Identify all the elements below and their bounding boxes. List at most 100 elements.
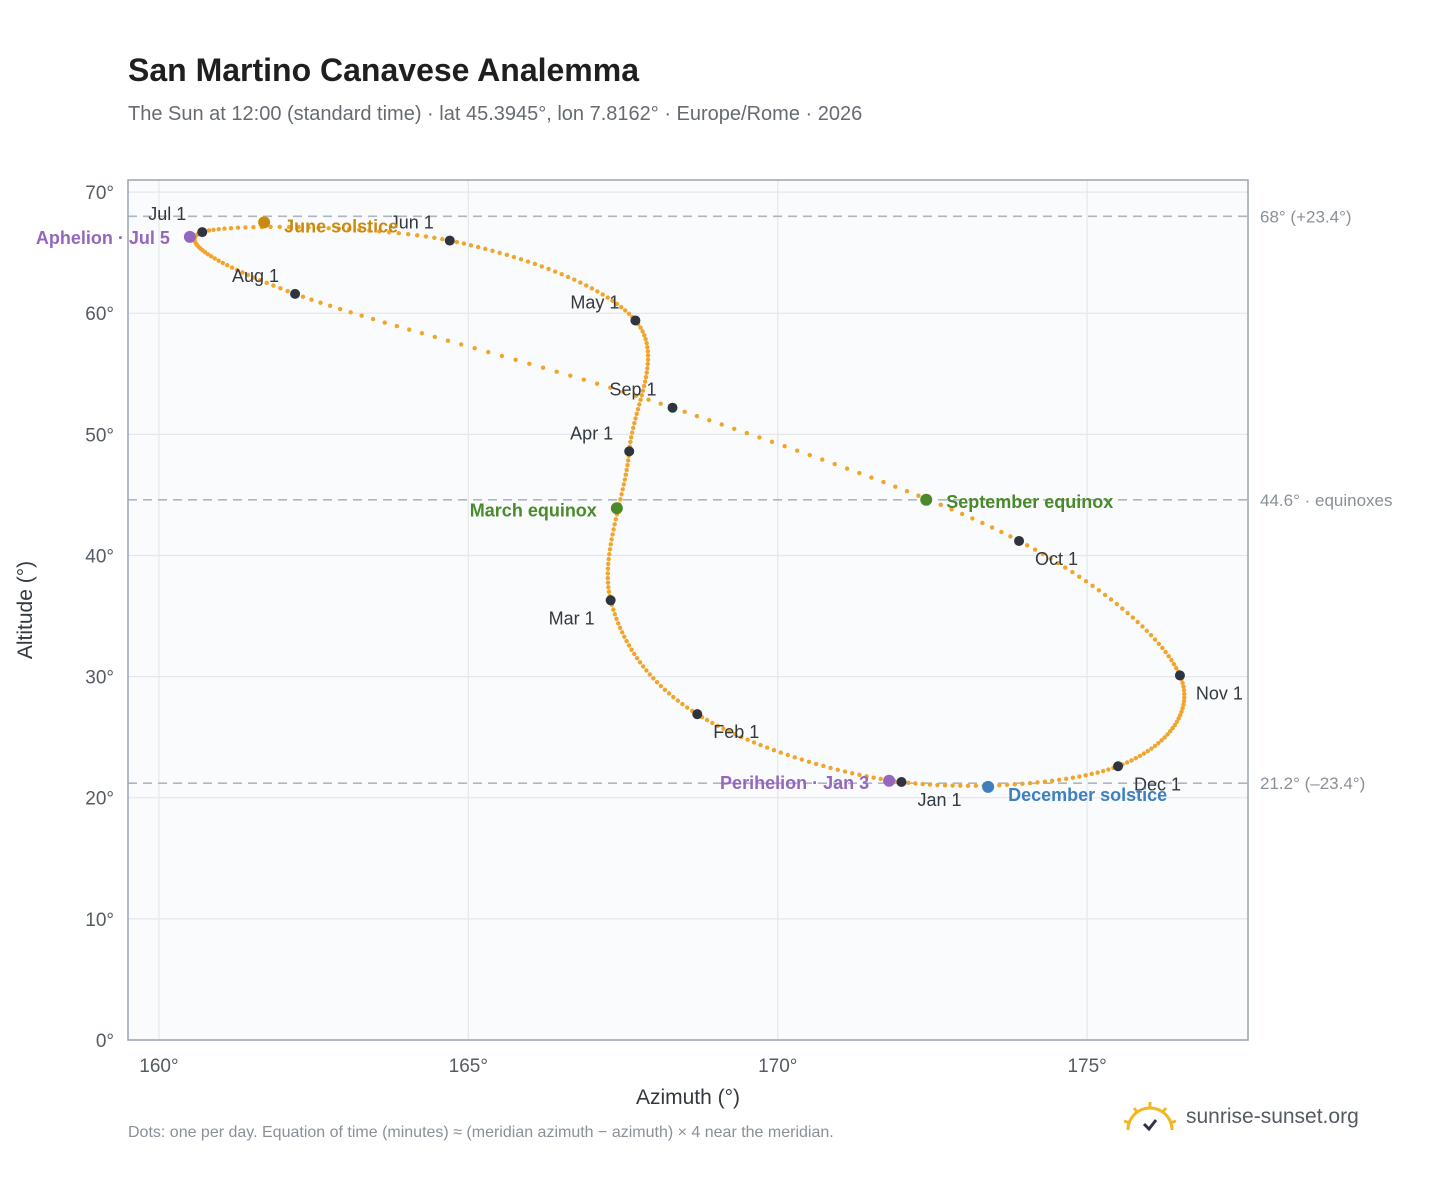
daily-dot (605, 571, 611, 576)
daily-dot (645, 361, 650, 367)
daily-dot (616, 621, 621, 626)
daily-dot (1077, 574, 1082, 579)
daily-dot (1129, 758, 1134, 763)
daily-dot (268, 224, 273, 230)
daily-dot (1008, 534, 1013, 539)
daily-dot (606, 556, 611, 562)
daily-dot (377, 229, 382, 234)
daily-dot (645, 366, 650, 371)
daily-dot (721, 726, 726, 731)
daily-dot (645, 344, 650, 350)
daily-dot (878, 776, 883, 782)
daily-dot (630, 425, 636, 431)
daily-dot (1063, 776, 1069, 782)
daily-dot (606, 585, 611, 590)
daily-dot (778, 750, 784, 755)
daily-dot (445, 338, 451, 343)
daily-dot (357, 227, 362, 233)
daily-dot (610, 298, 615, 303)
daily-dot (927, 782, 933, 787)
daily-dot (640, 664, 646, 669)
daily-dot (644, 340, 649, 346)
daily-dot (552, 269, 558, 274)
month-label: Sep 1 (609, 380, 656, 400)
daily-dot (618, 497, 623, 502)
daily-dot (675, 698, 681, 703)
daily-dot (396, 230, 401, 236)
y-tick-label: 50° (85, 425, 114, 446)
daily-dot (1149, 746, 1154, 751)
daily-dot (622, 477, 628, 482)
y-tick-label: 60° (85, 304, 114, 325)
daily-dot (318, 300, 323, 305)
month-marker (896, 777, 907, 787)
daily-dot (336, 226, 342, 231)
daily-dot (989, 525, 995, 530)
daily-dot (1145, 748, 1150, 754)
daily-dot (1130, 615, 1135, 620)
month-label: Jul 1 (148, 204, 186, 224)
daily-dot (461, 241, 467, 246)
daily-dot (612, 522, 617, 527)
daily-dot (913, 781, 918, 786)
daily-dot (632, 420, 637, 426)
daily-dot (1163, 649, 1168, 655)
daily-dot (1180, 706, 1185, 711)
daily-dot (1174, 665, 1179, 671)
daily-dot (620, 487, 625, 492)
daily-dot (682, 409, 687, 415)
daily-dot (1182, 691, 1187, 697)
daily-dot (1042, 779, 1048, 784)
daily-dot (1181, 698, 1187, 704)
event-marker (610, 502, 623, 515)
daily-dot (504, 252, 510, 258)
daily-dot (1040, 551, 1046, 557)
event-markers: Aphelion · Jul 5 June solstice March equin… (36, 216, 1167, 805)
reference-lines: 68° (+23.4°) 44.6° · equinoxes 21.2° (–23.… (128, 207, 1393, 793)
daily-dot (658, 683, 664, 689)
month-label: Feb 1 (713, 722, 759, 742)
daily-dot (306, 225, 311, 230)
daily-dot (1012, 782, 1018, 787)
daily-dot (539, 264, 544, 269)
daily-dot (605, 580, 611, 585)
daily-dot (565, 274, 571, 280)
daily-dot (309, 297, 314, 302)
daily-dot (644, 370, 649, 375)
footnote: Dots: one per day. Equation of time (min… (128, 1124, 834, 1141)
daily-dot (1048, 556, 1053, 561)
daily-dot (710, 720, 715, 726)
daily-dot (285, 288, 290, 294)
event-label: Aphelion · Jul 5 (36, 228, 170, 248)
brand[interactable]: sunrise-sunset.org (1122, 1100, 1359, 1134)
daily-dot (959, 511, 965, 517)
daily-dot (1180, 680, 1185, 686)
daily-dot (635, 406, 641, 412)
daily-dot (348, 310, 353, 315)
daily-dot (1156, 641, 1162, 646)
daily-dot (423, 234, 429, 239)
daily-dot (634, 411, 639, 417)
daily-dot (1152, 743, 1158, 749)
daily-dot (625, 458, 631, 463)
daily-dot (1179, 709, 1184, 714)
daily-dot (205, 252, 211, 257)
daily-dot (277, 224, 282, 230)
month-marker (624, 446, 635, 457)
daily-dot (454, 239, 459, 245)
daily-dot (643, 336, 648, 342)
daily-dot (958, 783, 963, 788)
daily-dot (799, 757, 805, 762)
daily-dot (973, 783, 979, 788)
daily-dot (229, 265, 235, 270)
daily-dot (920, 781, 925, 787)
daily-dot (633, 393, 639, 398)
daily-dot (647, 672, 653, 677)
daily-dot (622, 634, 627, 639)
daily-dot (1096, 588, 1102, 593)
daily-dot (792, 755, 797, 760)
daily-dot (758, 742, 763, 748)
brand-name: sunrise-sunset.org (1186, 1105, 1359, 1128)
axis-ticks: 160° 165° 170° 175° 0° 10° 20° 30° 40° 50° 60° 70° (85, 183, 1107, 1077)
daily-dot (572, 277, 577, 282)
